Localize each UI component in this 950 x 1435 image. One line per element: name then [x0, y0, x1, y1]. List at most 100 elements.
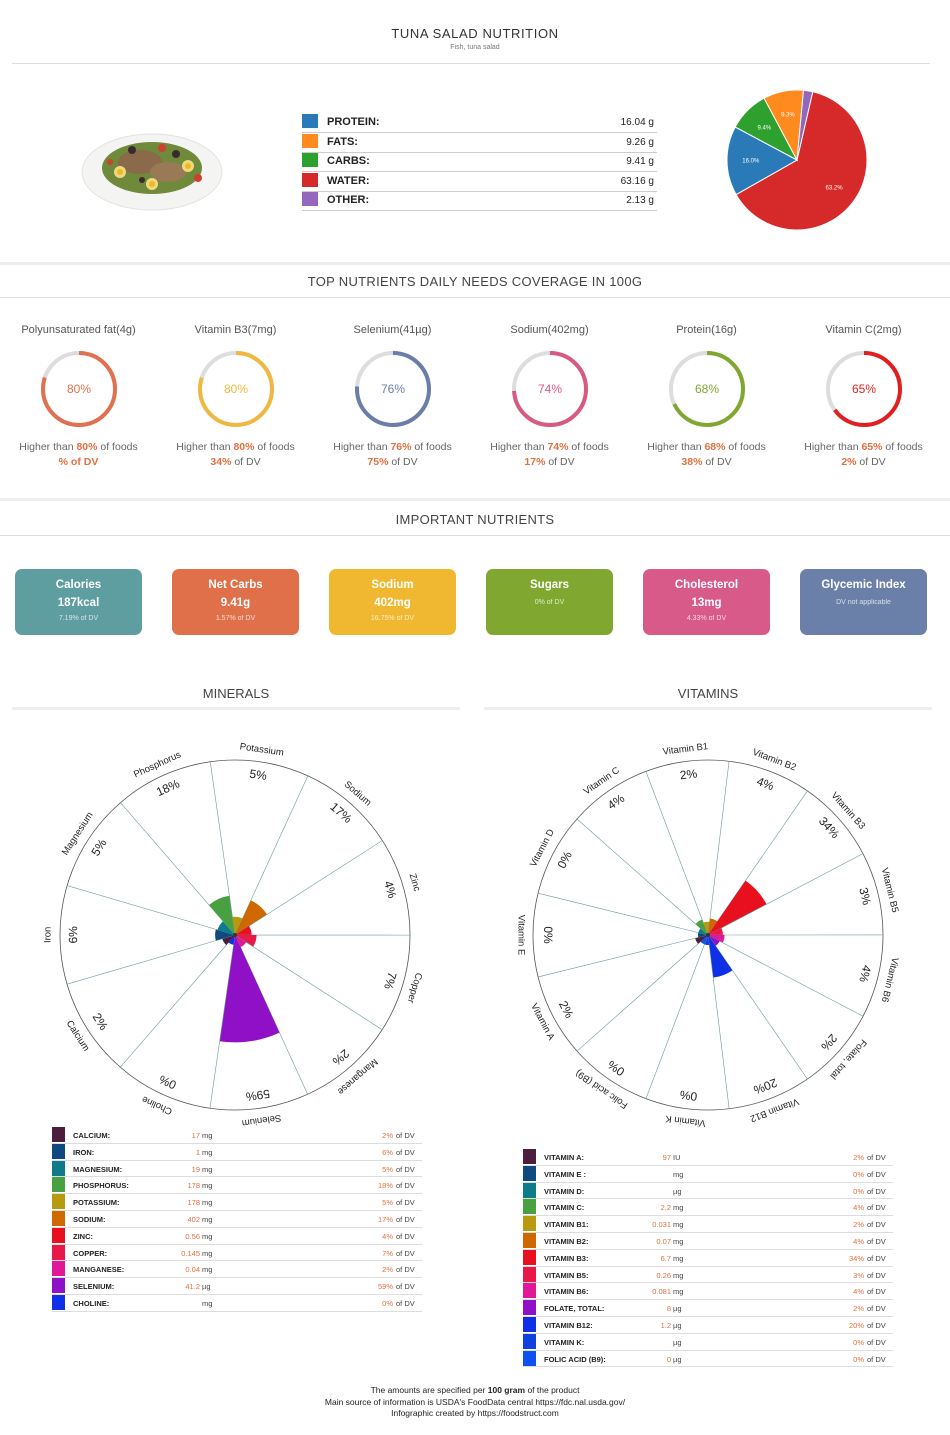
- nutrient-dv-label: of DV: [867, 1153, 886, 1162]
- nutrient-dv-label: of DV: [867, 1186, 886, 1196]
- card-value: 187kcal: [57, 597, 100, 609]
- higher-percent: 80%: [76, 441, 98, 453]
- nutrient-amount: 0.145: [181, 1248, 200, 1258]
- polar-value-label: 59%: [245, 1087, 271, 1104]
- macro-name: OTHER:: [327, 194, 370, 206]
- higher-suffix: of foods: [725, 441, 766, 453]
- ring-label: Selenium(41µg): [353, 324, 432, 336]
- card-subtitle: 4.33% of DV: [686, 615, 727, 622]
- nutrient-unit: mg: [202, 1248, 213, 1258]
- divider: [0, 535, 950, 536]
- nutrient-dv: 20%: [848, 1320, 864, 1330]
- macro-value: 63.16 g: [620, 175, 654, 187]
- legend-swatch: [302, 192, 318, 206]
- polar-wedge-vitamin-a: [695, 935, 708, 944]
- nutrient-unit: mg: [202, 1265, 213, 1275]
- pie-slice-protein: [726, 126, 799, 196]
- polar-value-label: 5%: [249, 767, 268, 783]
- nutrient-amount: 0: [666, 1354, 671, 1364]
- nutrient-dv-label: of DV: [396, 1131, 415, 1140]
- macro-value: 2.13 g: [626, 195, 654, 206]
- nutrient-swatch: [523, 1316, 536, 1332]
- nutrient-row: SELENIUM: 41.2 µg 59% of DV: [52, 1278, 422, 1295]
- polar-wedge-manganese: [235, 935, 247, 948]
- dv-line: 17% of DV: [471, 455, 628, 470]
- nutrient-dv: 6%: [382, 1147, 393, 1157]
- ring-percent: 76%: [380, 382, 404, 396]
- polar-spoke: [67, 885, 236, 936]
- nutrient-amount: 97: [662, 1153, 671, 1162]
- minerals-title: MINERALS: [202, 686, 270, 701]
- nutrient-row: VITAMIN C: 2.2 mg 4% of DV: [523, 1199, 893, 1217]
- polar-center: [233, 933, 237, 937]
- nutrient-dv: 34%: [848, 1253, 864, 1263]
- card-value: 402mg: [374, 597, 411, 609]
- polar-center: [706, 933, 710, 937]
- nutrient-unit: mg: [673, 1236, 684, 1246]
- higher-prefix: Higher than: [647, 441, 705, 453]
- vitamins-title: VITAMINS: [677, 686, 739, 701]
- nutrient-dv: 2%: [853, 1304, 864, 1314]
- higher-than-line: Higher than 80% of foods: [157, 440, 314, 455]
- footer-line-3: Infographic created by https://foodstruc…: [391, 1408, 559, 1418]
- polar-wedge-vitamin-b2: [708, 918, 718, 935]
- higher-than-line: Higher than 65% of foods: [785, 440, 942, 455]
- ring-fill: [511, 351, 588, 427]
- page-title: TUNA SALAD NUTRITION: [391, 26, 559, 41]
- nutrient-swatch: [523, 1216, 536, 1232]
- nutrient-swatch: [52, 1261, 65, 1277]
- polar-wedge-vitamin-b5: [708, 928, 723, 935]
- progress-ring: 80%: [40, 351, 117, 427]
- nutrient-swatch: [52, 1177, 65, 1193]
- nutrient-name: VITAMIN B2:: [544, 1236, 589, 1246]
- higher-percent: 76%: [390, 441, 412, 453]
- card-title: Net Carbs: [208, 579, 263, 591]
- nutrient-swatch: [523, 1232, 536, 1248]
- polar-wedge-vitamin-c: [695, 919, 708, 935]
- nutrient-name: VITAMIN B1:: [544, 1220, 589, 1230]
- nutrient-unit: mg: [202, 1298, 213, 1308]
- nutrient-amount: 178: [187, 1181, 200, 1191]
- polar-value-label: 0%: [157, 1072, 179, 1092]
- polar-wedge-zinc: [235, 926, 252, 936]
- ring-percent: 80%: [223, 382, 247, 396]
- nutrient-name: MANGANESE:: [73, 1265, 125, 1275]
- nutrient-dv-label: of DV: [867, 1354, 886, 1364]
- nutrient-dv-label: of DV: [396, 1198, 415, 1208]
- progress-ring: 65%: [825, 351, 902, 427]
- nutrient-row: VITAMIN B6: 0.081 mg 4% of DV: [523, 1283, 893, 1301]
- nutrient-amount: 1.2: [660, 1320, 671, 1330]
- polar-spoke: [120, 934, 236, 1068]
- top-nutrients-title: TOP NUTRIENTS DAILY NEEDS COVERAGE IN 10…: [307, 274, 643, 289]
- ring-label: Sodium(402mg): [510, 324, 589, 336]
- nutrient-amount: 0.56: [185, 1231, 200, 1241]
- card-title: Sugars: [530, 579, 569, 591]
- polar-spoke: [538, 892, 709, 936]
- divider: [484, 707, 932, 710]
- card-title: Cholesterol: [674, 579, 739, 591]
- ring-comparison: Higher than 76% of foods 75% of DV: [314, 440, 471, 470]
- nutrient-row: VITAMIN A: 97 IU 2% of DV: [523, 1149, 893, 1166]
- nutrient-swatch: [523, 1300, 536, 1316]
- card-subtitle: 7.19% of DV: [58, 615, 99, 622]
- polar-wedge-vitamin-b3: [708, 880, 767, 935]
- polar-axis-label: Potassium: [239, 741, 285, 758]
- pie-slice-label: 9.3%: [781, 113, 795, 119]
- progress-ring: 80%: [197, 351, 274, 427]
- nutrient-swatch: [523, 1199, 536, 1215]
- vitamins-polar-chart: Vitamin A 2%Vitamin E 0%Vitamin D0%Vitamin…: [515, 741, 900, 1128]
- nutrient-dv: 7%: [382, 1248, 393, 1258]
- nutrient-unit: mg: [202, 1131, 213, 1140]
- higher-percent: 68%: [704, 441, 726, 453]
- higher-prefix: Higher than: [19, 441, 77, 453]
- nutrient-name: SODIUM:: [73, 1214, 106, 1224]
- important-nutrients-title: IMPORTANT NUTRIENTS: [395, 512, 555, 527]
- card-title: Calories: [55, 579, 102, 591]
- ring-fill: [40, 351, 117, 427]
- nutrient-dv-label: of DV: [867, 1337, 886, 1347]
- nutrient-dv-label: of DV: [396, 1231, 415, 1241]
- higher-than-line: Higher than 68% of foods: [628, 440, 785, 455]
- ring-comparison: Higher than 68% of foods 38% of DV: [628, 440, 785, 470]
- macro-name: PROTEIN:: [327, 116, 380, 128]
- ring-comparison: Higher than 74% of foods 17% of DV: [471, 440, 628, 470]
